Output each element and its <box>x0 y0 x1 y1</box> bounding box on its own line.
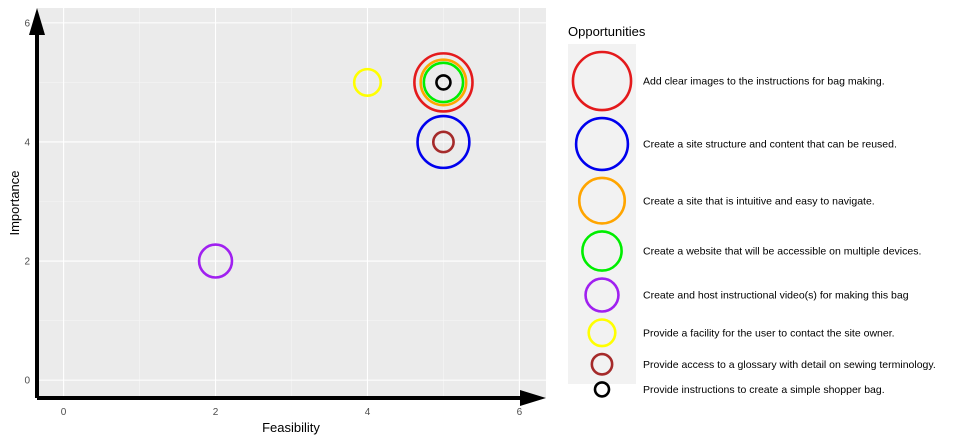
legend-key-bubble <box>577 176 627 225</box>
data-point-bubble <box>352 67 383 98</box>
y-tick-label: 2 <box>24 257 30 268</box>
data-point-bubble <box>435 74 452 91</box>
legend-key-bubble <box>571 50 633 112</box>
legend-label: Create a site structure and content that… <box>643 139 897 151</box>
x-tick-label: 2 <box>213 407 219 418</box>
y-axis-title: Importance <box>7 170 22 235</box>
legend-key-bubble <box>581 230 623 272</box>
y-tick-label: 0 <box>24 376 30 387</box>
y-axis-arrowhead <box>29 8 45 35</box>
data-point-bubble <box>419 58 468 107</box>
data-point-bubble <box>422 61 465 104</box>
legend-entries: Add clear images to the instructions for… <box>571 50 936 398</box>
legend: Opportunities Add clear images to the in… <box>568 24 936 398</box>
data-point-bubble <box>197 243 234 279</box>
data-point-bubble <box>431 130 455 154</box>
x-tick-label: 4 <box>365 407 371 418</box>
legend-label: Create a website that will be accessible… <box>643 246 921 258</box>
legend-label: Create and host instructional video(s) f… <box>643 290 909 302</box>
legend-key-bubble <box>587 318 617 348</box>
axes <box>29 8 546 406</box>
x-axis-title: Feasibility <box>262 420 320 435</box>
legend-label: Provide access to a glossary with detail… <box>643 359 936 371</box>
legend-key-bubble <box>593 381 611 398</box>
data-point-bubble <box>413 52 474 113</box>
x-tick-label: 6 <box>517 407 523 418</box>
data-point-bubble <box>416 114 471 170</box>
tick-labels: 0 2 4 6 0 2 4 6 <box>24 18 522 418</box>
legend-label: Create a site that is intuitive and easy… <box>643 195 875 207</box>
y-tick-label: 4 <box>24 137 30 148</box>
legend-label: Add clear images to the instructions for… <box>643 76 885 88</box>
legend-label: Provide instructions to create a simple … <box>643 384 885 396</box>
legend-key-background <box>568 44 636 384</box>
legend-key-bubble <box>590 352 614 376</box>
grid-lines <box>37 8 546 398</box>
legend-key-bubble <box>584 277 620 313</box>
legend-key-bubble <box>574 116 630 172</box>
legend-title: Opportunities <box>568 24 646 39</box>
x-axis-arrowhead <box>520 390 546 406</box>
y-tick-label: 6 <box>24 18 30 29</box>
x-tick-label: 0 <box>61 407 67 418</box>
data-points <box>197 52 474 279</box>
legend-label: Provide a facility for the user to conta… <box>643 327 895 339</box>
